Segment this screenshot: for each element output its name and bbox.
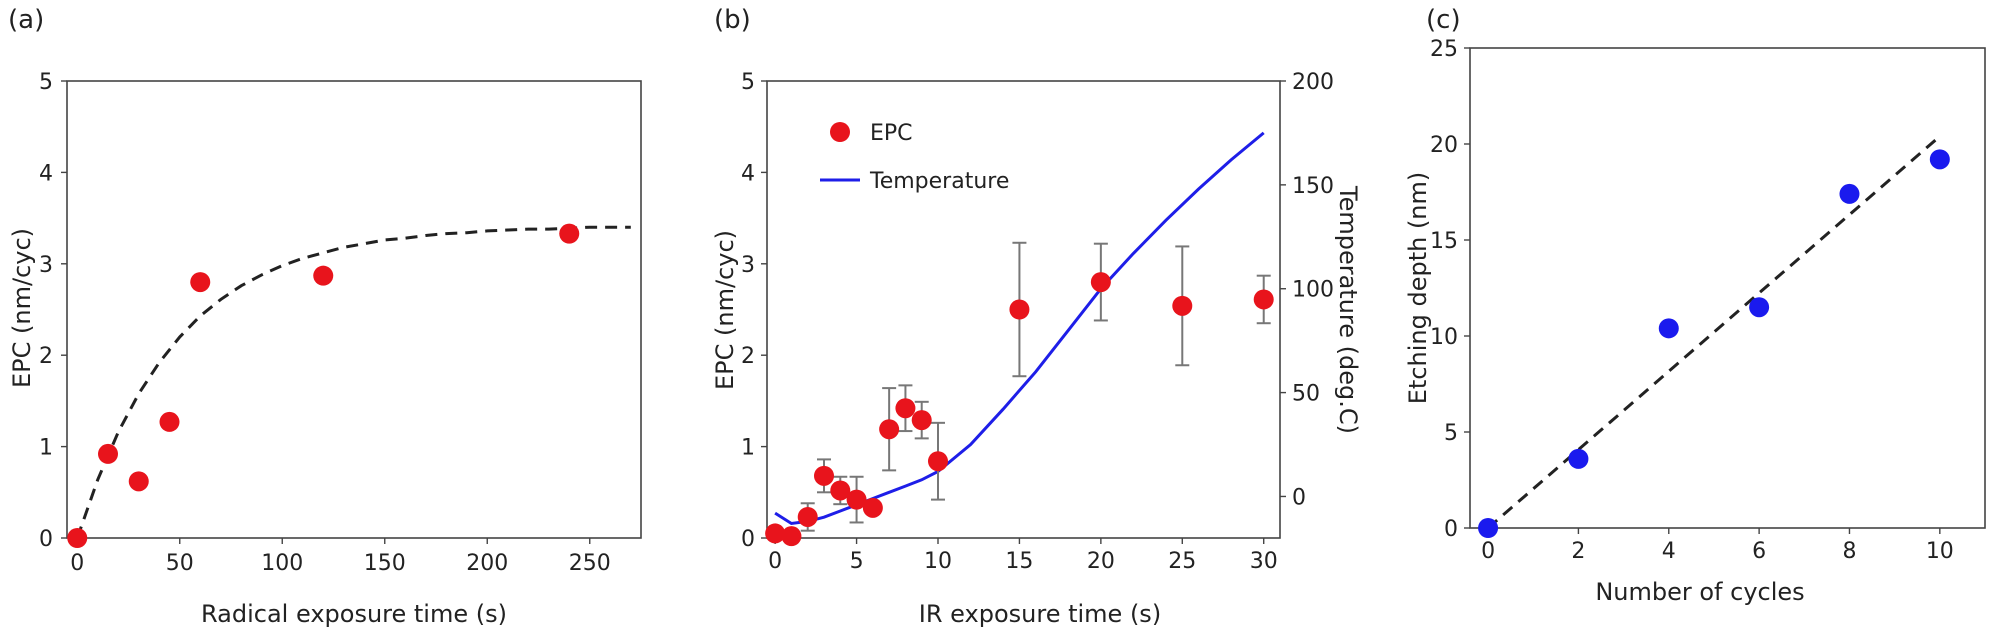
data-point [1929, 149, 1950, 170]
legend-epc-label: EPC [870, 121, 913, 146]
x-tick-label: 2 [1571, 539, 1585, 564]
x-tick-label: 0 [768, 549, 782, 574]
panel-a-y-axis-label: EPC (nm/cyc) [8, 228, 36, 388]
y-tick-label: 25 [1430, 37, 1458, 62]
x-tick-label: 250 [569, 551, 611, 576]
y-tick-label: 2 [39, 344, 53, 369]
data-point [911, 410, 932, 431]
data-point [879, 419, 900, 440]
x-tick-label: 30 [1250, 549, 1278, 574]
x-tick-label: 10 [924, 549, 952, 574]
panel-c-plot-area [1469, 47, 1986, 529]
panel-c-y-axis-label: Etching depth (nm) [1404, 172, 1432, 405]
x-tick-label: 0 [1481, 539, 1495, 564]
x-tick-label: 15 [1005, 549, 1033, 574]
data-point [1749, 297, 1770, 318]
legend: EPC Temperature [820, 121, 1009, 194]
x-tick-label: 200 [466, 551, 508, 576]
y-tick-label: 4 [39, 161, 53, 186]
data-point [928, 451, 948, 472]
x-tick-label: 150 [364, 551, 406, 576]
y-tick-label: 5 [1444, 421, 1458, 446]
legend-epc-marker [830, 122, 850, 142]
data-point [98, 443, 118, 464]
data-point [1090, 272, 1111, 293]
x-tick-label: 0 [70, 551, 84, 576]
y-tick-label: 5 [39, 70, 53, 95]
data-point [559, 223, 580, 244]
panel-b-y-axis-label: EPC (nm/cyc) [711, 230, 739, 390]
data-point [1253, 289, 1274, 310]
y-tick-label: 3 [39, 253, 53, 278]
data-point [895, 398, 916, 419]
x-tick-label: 20 [1087, 549, 1115, 574]
data-point [862, 497, 883, 518]
data-point [765, 523, 786, 544]
x-tick-label: 50 [166, 551, 194, 576]
y2-tick-label: 200 [1292, 70, 1334, 95]
x-tick-label: 6 [1752, 539, 1766, 564]
y-tick-label: 10 [1430, 325, 1458, 350]
y-tick-label: 20 [1430, 133, 1458, 158]
data-point [830, 480, 851, 501]
data-point [1172, 295, 1193, 316]
y-tick-label: 0 [1444, 517, 1458, 542]
y-tick-label: 0 [741, 527, 755, 552]
y-tick-label: 3 [741, 253, 755, 278]
panel-label-a: (a) [8, 5, 44, 35]
panel-a: (a) 0 50 100 150 200 250 0 1 2 3 4 5 Radical exposu… [8, 5, 642, 628]
data-point [814, 465, 834, 486]
y-tick-label: 0 [39, 527, 53, 552]
data-point [313, 265, 334, 286]
panel-label-b: (b) [714, 5, 751, 35]
x-tick-label: 100 [261, 551, 303, 576]
x-tick-label: 10 [1926, 539, 1954, 564]
y-tick-label: 1 [741, 436, 755, 461]
y2-tick-label: 50 [1292, 382, 1320, 407]
panel-label-c: (c) [1426, 5, 1461, 35]
y-tick-label: 1 [39, 436, 53, 461]
panel-c-fit-line [1487, 135, 1941, 530]
data-point [1478, 518, 1499, 538]
data-point [846, 489, 867, 510]
panel-c-x-axis-label: Number of cycles [1595, 578, 1804, 606]
data-point [1658, 318, 1679, 339]
panel-c: (c) 0 2 4 6 8 10 0 5 10 15 20 25 Number of cycles E… [1404, 5, 1986, 606]
panel-a-plot-area [66, 80, 642, 539]
x-tick-label: 4 [1662, 539, 1676, 564]
y2-tick-label: 150 [1292, 174, 1334, 199]
y-tick-label: 5 [741, 70, 755, 95]
panel-a-fit-curve [75, 225, 631, 539]
legend-temperature-label: Temperature [869, 169, 1009, 194]
data-point [781, 526, 802, 547]
y2-tick-label: 0 [1292, 485, 1306, 510]
data-point [1839, 183, 1860, 204]
y2-tick-label: 100 [1292, 278, 1334, 303]
data-point [128, 471, 149, 492]
data-point [159, 411, 180, 432]
y-tick-label: 4 [741, 161, 755, 186]
panel-b-y2-axis-label: Temperature (deg.C) [1334, 185, 1362, 434]
data-point [190, 272, 211, 293]
y-tick-label: 2 [741, 344, 755, 369]
y-tick-label: 15 [1430, 229, 1458, 254]
data-point [1009, 299, 1030, 320]
x-tick-label: 5 [850, 549, 864, 574]
data-point [67, 528, 88, 548]
data-point [797, 506, 818, 527]
x-tick-label: 8 [1842, 539, 1856, 564]
data-point [1568, 448, 1589, 469]
panel-b-x-axis-label: IR exposure time (s) [919, 600, 1161, 628]
x-tick-label: 25 [1168, 549, 1196, 574]
panel-a-x-axis-label: Radical exposure time (s) [201, 600, 507, 628]
panel-b-plot-area [766, 80, 1281, 539]
